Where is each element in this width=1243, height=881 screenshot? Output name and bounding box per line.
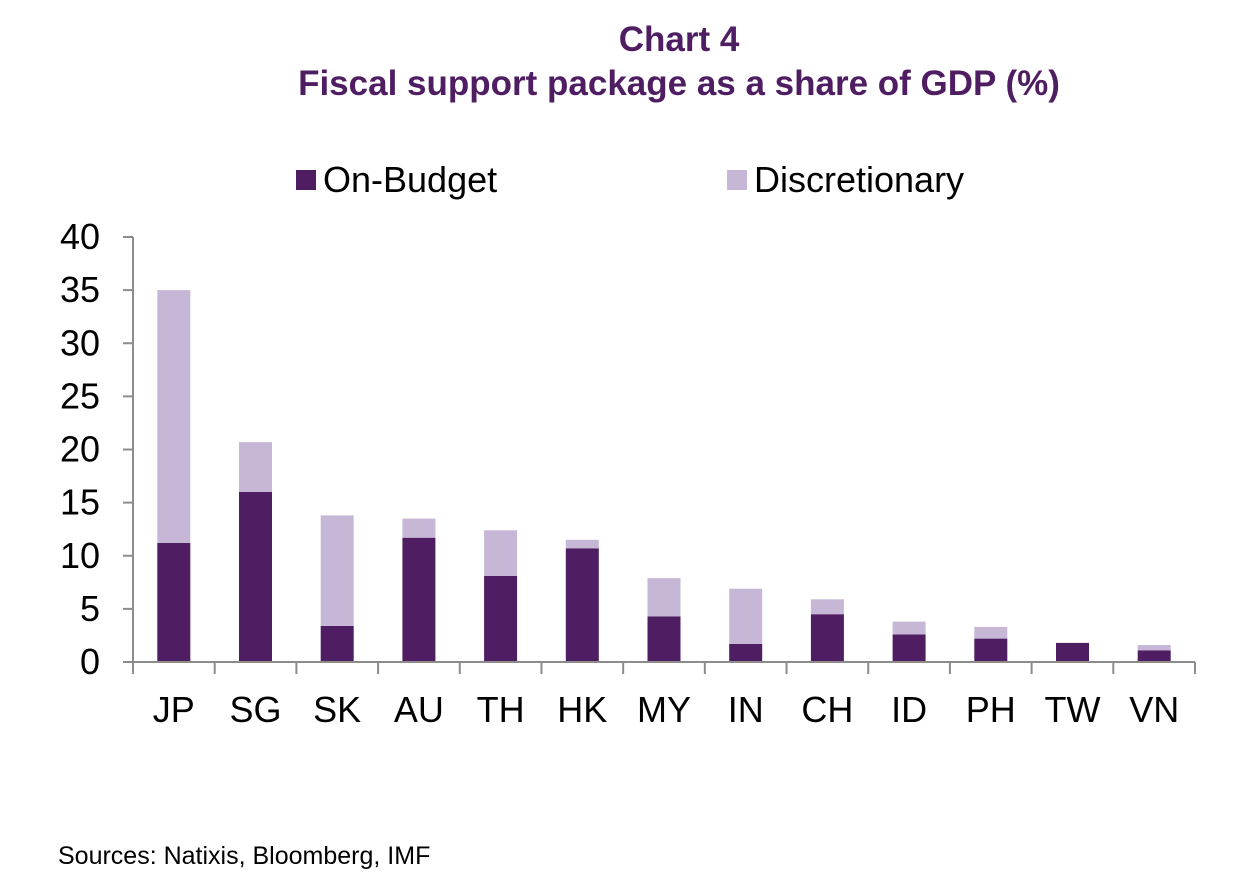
- legend-swatch-discretionary: [727, 170, 747, 190]
- x-tick-label: AU: [394, 689, 444, 730]
- legend: On-Budget Discretionary: [296, 159, 964, 200]
- bar-discretionary-id: [892, 621, 926, 635]
- x-tick-label: SK: [313, 689, 361, 730]
- bar-discretionary-au: [402, 518, 436, 538]
- bar-discretionary-my: [647, 578, 681, 617]
- x-tick-label: ID: [891, 689, 927, 730]
- chart-title: Chart 4: [618, 20, 740, 59]
- y-tick-label: 40: [60, 216, 100, 257]
- bar-on-budget-sk: [320, 625, 354, 662]
- y-tick-label: 20: [60, 429, 100, 470]
- bar-on-budget-in: [729, 643, 763, 662]
- bar-discretionary-vn: [1137, 645, 1171, 651]
- bar-on-budget-my: [647, 616, 681, 662]
- x-tick-label: MY: [637, 689, 691, 730]
- bar-on-budget-id: [892, 634, 926, 662]
- bar-on-budget-ph: [974, 638, 1008, 662]
- bar-discretionary-sg: [239, 442, 272, 492]
- y-tick-label: 35: [60, 269, 100, 310]
- source-note: Sources: Natixis, Bloomberg, IMF: [58, 842, 431, 870]
- bar-on-budget-ch: [810, 614, 844, 662]
- bar-discretionary-in: [729, 588, 763, 644]
- bar-discretionary-ph: [974, 626, 1008, 639]
- x-tick-label: SG: [229, 689, 281, 730]
- x-tick-label: PH: [966, 689, 1016, 730]
- x-tick-label: VN: [1129, 689, 1179, 730]
- bar-on-budget-au: [402, 537, 436, 662]
- x-tick-label: IN: [728, 689, 764, 730]
- bar-discretionary-jp: [157, 290, 191, 543]
- y-tick-label: 15: [60, 482, 100, 523]
- y-tick-label: 25: [60, 375, 100, 416]
- bar-discretionary-hk: [565, 539, 599, 549]
- x-tick-label: TH: [477, 689, 525, 730]
- y-tick-label: 30: [60, 322, 100, 363]
- bar-on-budget-th: [484, 575, 518, 662]
- x-tick-label: CH: [801, 689, 853, 730]
- y-tick-label: 10: [60, 535, 100, 576]
- bar-discretionary-th: [484, 530, 518, 576]
- bar-on-budget-tw: [1056, 642, 1089, 662]
- chart-subtitle: Fiscal support package as a share of GDP…: [298, 64, 1060, 103]
- bar-discretionary-ch: [810, 599, 844, 615]
- bar-on-budget-jp: [157, 543, 191, 662]
- bar-on-budget-sg: [239, 492, 272, 662]
- bar-on-budget-hk: [565, 548, 599, 662]
- bar-discretionary-sk: [320, 515, 354, 626]
- legend-swatch-on-budget: [296, 170, 316, 190]
- x-tick-label: HK: [557, 689, 607, 730]
- x-tick-label: TW: [1045, 689, 1101, 730]
- legend-label: On-Budget: [323, 159, 497, 200]
- y-tick-label: 5: [80, 588, 100, 629]
- bar-on-budget-vn: [1137, 650, 1171, 662]
- x-tick-label: JP: [153, 689, 195, 730]
- legend-label: Discretionary: [754, 159, 964, 200]
- axes-group: JP SG SK AU TH HK MY IN CH ID PH TW VN 0 5 10 15 20 25 30 35…: [60, 216, 1196, 730]
- y-tick-label: 0: [80, 641, 100, 682]
- bars-group: [157, 290, 1171, 662]
